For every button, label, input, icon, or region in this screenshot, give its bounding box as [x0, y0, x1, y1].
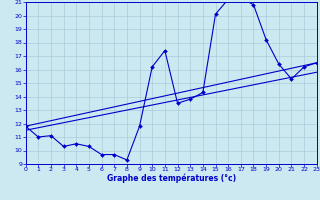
X-axis label: Graphe des températures (°c): Graphe des températures (°c): [107, 174, 236, 183]
